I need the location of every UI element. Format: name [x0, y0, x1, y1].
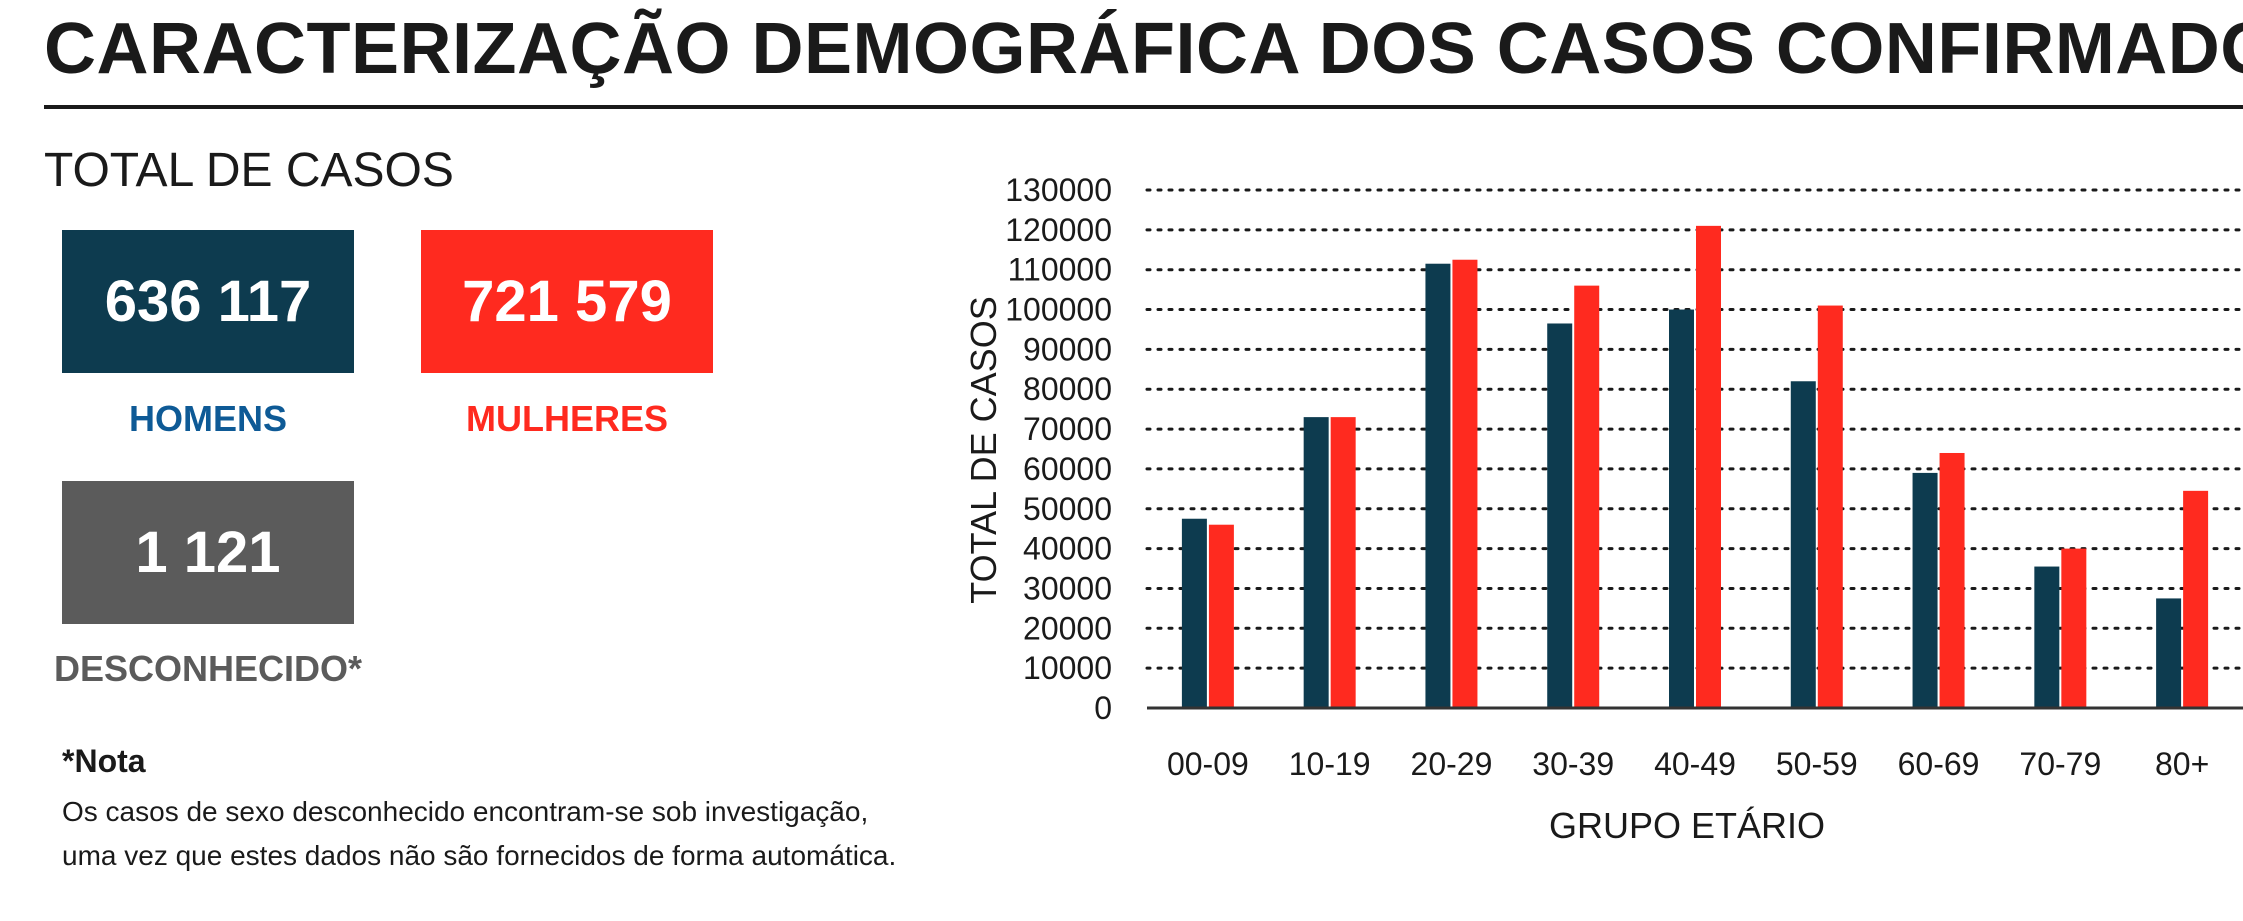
bar — [1790, 381, 1816, 708]
note-line: uma vez que estes dados não são fornecid… — [62, 840, 897, 871]
y-tick-label: 60000 — [1023, 451, 1112, 487]
bar — [1939, 452, 1965, 708]
unknown-label: DESCONHECIDO* — [54, 648, 363, 689]
women-total-value: 721 579 — [462, 269, 672, 334]
y-tick-label: 90000 — [1023, 331, 1112, 367]
x-tick-label: 50-59 — [1776, 746, 1858, 782]
x-tick-label: 20-29 — [1411, 746, 1493, 782]
x-tick-label: 60-69 — [1898, 746, 1980, 782]
bar — [1208, 524, 1234, 708]
x-tick-label: 30-39 — [1532, 746, 1614, 782]
y-tick-label: 120000 — [1005, 212, 1112, 248]
y-tick-label: 40000 — [1023, 531, 1112, 567]
unknown-total-box: 1 121 — [62, 481, 354, 624]
y-tick-label: 30000 — [1023, 570, 1112, 606]
x-tick-label: 10-19 — [1289, 746, 1371, 782]
women-label: MULHERES — [465, 398, 668, 439]
bar — [1425, 263, 1451, 708]
bar — [2061, 548, 2087, 708]
y-axis-title: TOTAL DE CASOS — [963, 296, 1004, 603]
totals-heading: TOTAL DE CASOS — [44, 144, 454, 197]
bar — [1303, 417, 1329, 708]
x-axis-title: GRUPO ETÁRIO — [1549, 805, 1825, 846]
bar — [1547, 323, 1573, 708]
bar — [1330, 417, 1356, 708]
note-title: *Nota — [62, 743, 146, 779]
bar — [1817, 305, 1843, 708]
men-total-box: 636 117 — [62, 230, 354, 373]
bar — [2156, 598, 2182, 708]
bar — [2183, 490, 2209, 708]
bar — [1452, 259, 1478, 708]
y-tick-label: 130000 — [1005, 172, 1112, 208]
bar — [1181, 518, 1207, 708]
page-title: CARACTERIZAÇÃO DEMOGRÁFICA DOS CASOS CON… — [44, 9, 2243, 89]
y-tick-label: 10000 — [1023, 650, 1112, 686]
y-tick-label: 80000 — [1023, 371, 1112, 407]
x-tick-label: 70-79 — [2019, 746, 2101, 782]
y-tick-label: 110000 — [1008, 252, 1112, 288]
x-tick-label: 00-09 — [1167, 746, 1249, 782]
note-line: Os casos de sexo desconhecido encontram-… — [62, 796, 869, 827]
unknown-total-value: 1 121 — [135, 520, 281, 585]
y-tick-label: 100000 — [1005, 292, 1112, 328]
bar — [1696, 225, 1721, 708]
bar — [1912, 472, 1938, 708]
x-tick-label: 40-49 — [1654, 746, 1736, 782]
y-tick-label: 0 — [1094, 690, 1112, 726]
bar — [2034, 566, 2060, 708]
y-tick-label: 50000 — [1023, 491, 1112, 527]
y-tick-label: 70000 — [1023, 411, 1112, 447]
men-total-value: 636 117 — [104, 269, 312, 334]
men-label: HOMENS — [128, 398, 287, 439]
women-total-box: 721 579 — [421, 230, 713, 373]
title-divider — [44, 105, 2243, 109]
bar — [1669, 309, 1694, 708]
x-tick-label: 80+ — [2155, 746, 2209, 782]
y-tick-label: 20000 — [1023, 610, 1112, 646]
bar — [1574, 285, 1600, 708]
